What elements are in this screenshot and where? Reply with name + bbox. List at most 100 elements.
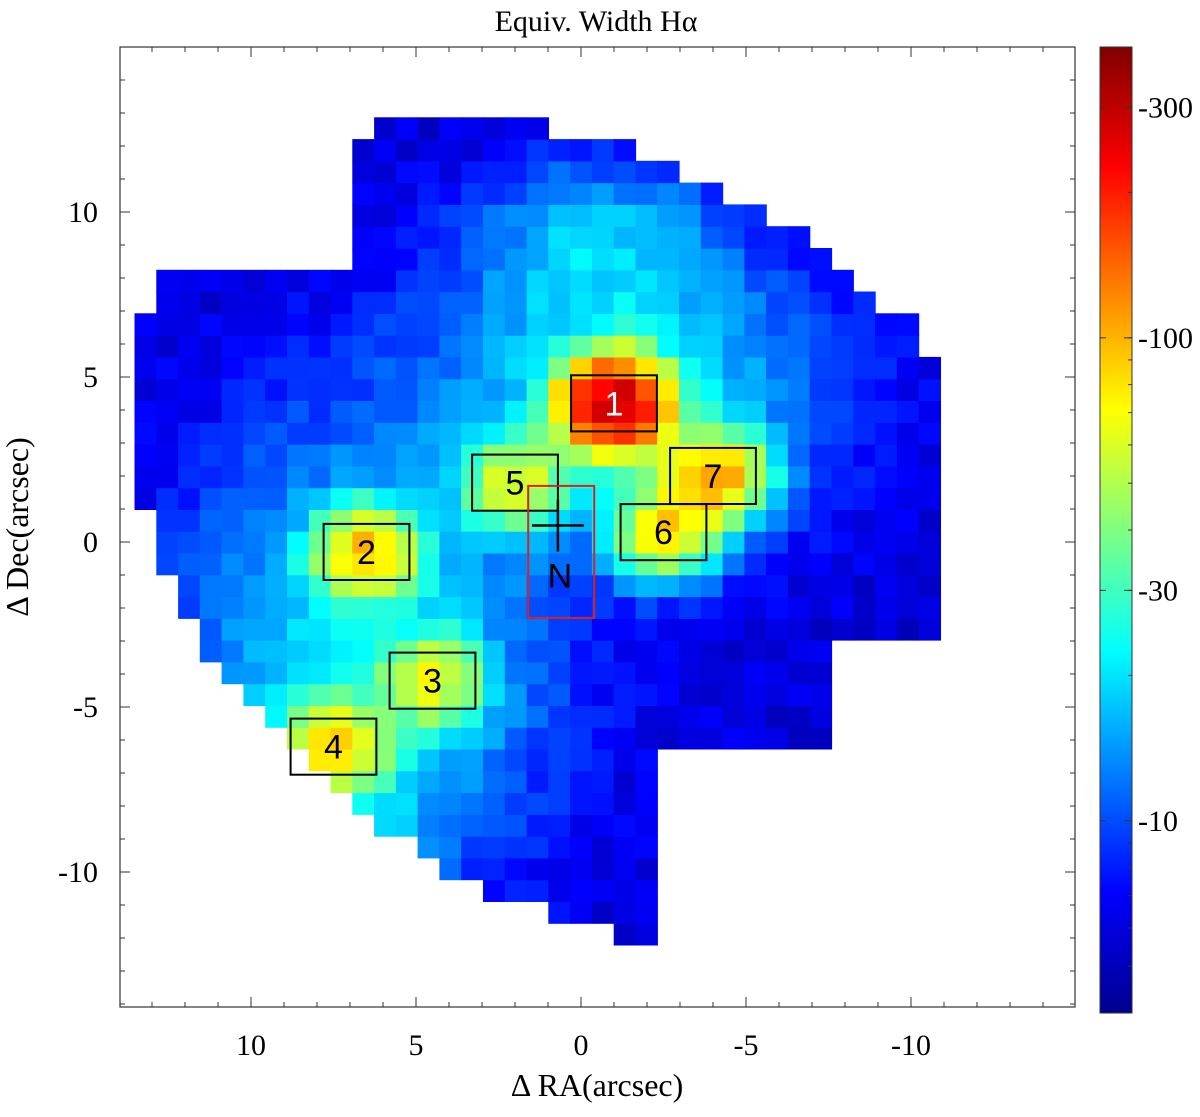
heatmap-cell-303 <box>417 400 440 423</box>
heatmap-cell-774 <box>722 313 745 336</box>
heatmap-cell-762 <box>722 574 745 598</box>
heatmap-cell-716 <box>679 444 702 467</box>
heatmap-cell-247 <box>374 160 397 184</box>
heatmap-cell-201 <box>352 465 375 489</box>
heatmap-cell-106 <box>265 487 288 510</box>
heatmap-cell-803 <box>744 226 767 249</box>
heatmap-cell-503 <box>548 727 571 750</box>
heatmap-cell-682 <box>657 596 680 619</box>
heatmap-cell-7 <box>134 335 157 358</box>
heatmap-cell-788 <box>744 552 767 576</box>
heatmap-cell-808 <box>766 661 789 685</box>
heatmap-cell-887 <box>831 378 854 401</box>
heatmap-cell-580 <box>591 618 615 641</box>
heatmap-cell-824 <box>766 313 789 336</box>
heatmap-cell-314 <box>417 160 440 184</box>
heatmap-cell-278 <box>395 204 419 227</box>
heatmap-cell-374 <box>461 378 484 401</box>
heatmap-cell-731 <box>700 683 724 706</box>
heatmap-cell-571 <box>591 814 615 837</box>
heatmap-cell-362 <box>461 640 484 663</box>
heatmap-cell-280 <box>395 160 419 184</box>
heatmap-cell-543 <box>570 640 593 663</box>
overlay-annotations: N <box>527 484 596 619</box>
heatmap-cell-898 <box>853 509 876 532</box>
heatmap-cell-747 <box>700 335 724 358</box>
heatmap-cell-914 <box>875 509 898 532</box>
heatmap-cell-865 <box>809 465 833 489</box>
heatmap-cell-223 <box>374 683 397 706</box>
heatmap-cell-415 <box>483 269 506 293</box>
heatmap-cell-215 <box>352 160 375 184</box>
heatmap-cell-526 <box>548 226 571 249</box>
heatmap-cell-355 <box>461 792 484 815</box>
heatmap-cell-73 <box>221 313 244 336</box>
heatmap-cell-632 <box>613 291 637 314</box>
heatmap-cell-874 <box>809 269 833 293</box>
heatmap-cell-126 <box>287 531 310 554</box>
heatmap-cell-770 <box>722 400 745 423</box>
heatmap-cell-697 <box>657 269 680 293</box>
heatmap-cell-607 <box>613 836 637 859</box>
heatmap-cell-937 <box>896 335 920 358</box>
region-label-1: 1 <box>605 385 624 423</box>
heatmap-cell-786 <box>744 596 767 619</box>
heatmap-cell-375 <box>461 356 484 380</box>
heatmap-cell-102 <box>265 574 288 598</box>
region-outline-4 <box>289 717 378 776</box>
heatmap-cell-612 <box>613 727 637 750</box>
heatmap-cell-569 <box>591 857 615 881</box>
heatmap-cell-177 <box>330 444 353 467</box>
heatmap-cell-894 <box>853 596 876 619</box>
heatmap-cell-5 <box>134 378 157 401</box>
heatmap-cell-705 <box>679 683 702 706</box>
heatmap-cell-604 <box>613 901 637 924</box>
heatmap-cell-420 <box>483 160 506 184</box>
heatmap-cell-927 <box>896 552 920 576</box>
heatmap-cell-715 <box>679 465 702 489</box>
heatmap-cell-718 <box>679 400 702 423</box>
heatmap-cell-623 <box>613 487 637 510</box>
heatmap-cell-923 <box>875 313 898 336</box>
x-tick-label: 5 <box>409 1029 424 1062</box>
heatmap-cell-111 <box>265 378 288 401</box>
heatmap-cell-799 <box>744 313 767 336</box>
heatmap-cell-156 <box>308 378 332 401</box>
heatmap-cell-96 <box>265 705 288 728</box>
heatmap-cell-742 <box>700 444 724 467</box>
heatmap-cell-588 <box>591 444 615 467</box>
heatmap-cell-671 <box>635 248 658 271</box>
heatmap-cell-354 <box>461 814 484 837</box>
heatmap-cell-605 <box>613 879 637 902</box>
heatmap-cell-651 <box>635 683 658 706</box>
heatmap-cell-442 <box>504 465 528 489</box>
heatmap-cell-94 <box>243 291 266 314</box>
heatmap-cell-450 <box>504 291 528 314</box>
heatmap-cell-277 <box>395 226 419 249</box>
heatmap-cell-673 <box>635 204 658 227</box>
heatmap-cell-131 <box>287 422 310 445</box>
heatmap-cell-617 <box>613 618 637 641</box>
heatmap-cell-161 <box>308 269 332 293</box>
heatmap-cell-499 <box>548 814 571 837</box>
heatmap-cell-33 <box>178 378 201 401</box>
heatmap-cell-136 <box>287 313 310 336</box>
heatmap-cell-379 <box>461 269 484 293</box>
heatmap-cell-675 <box>635 160 658 184</box>
heatmap-cell-389 <box>483 836 506 859</box>
heatmap-cell-946 <box>918 465 941 489</box>
heatmap-cell-426 <box>504 814 528 837</box>
region-outline-6 <box>619 503 708 562</box>
heatmap-cell-312 <box>417 204 440 227</box>
heatmap-cell-305 <box>417 356 440 380</box>
heatmap-cell-271 <box>395 356 419 380</box>
heatmap-cell-117 <box>287 727 310 750</box>
heatmap-cell-712 <box>679 531 702 554</box>
heatmap-cell-138 <box>287 269 310 293</box>
heatmap-cell-713 <box>679 509 702 532</box>
heatmap-cell-42 <box>199 574 223 598</box>
x-tick-label: -5 <box>734 1029 759 1062</box>
heatmap-cell-861 <box>809 552 833 576</box>
heatmap-cell-515 <box>548 465 571 489</box>
heatmap-cell-218 <box>374 792 397 815</box>
